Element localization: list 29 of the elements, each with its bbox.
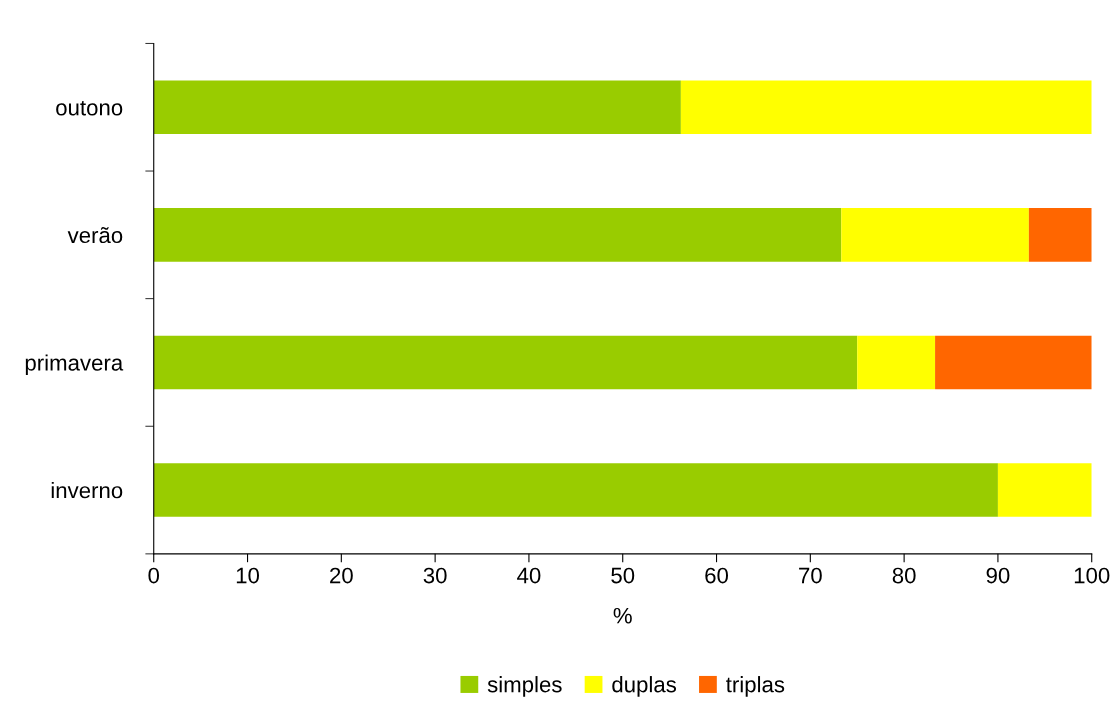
y-tick-label: verão xyxy=(67,226,123,244)
bar xyxy=(857,335,936,390)
x-tick-label: 20 xyxy=(330,567,353,584)
x-tick-label: 0 xyxy=(148,567,160,584)
bar xyxy=(153,80,681,135)
y-tick-label: inverno xyxy=(51,482,123,499)
y-tick-label: outono xyxy=(56,100,123,116)
x-tick-label: 60 xyxy=(705,567,729,584)
x-tick-label: 90 xyxy=(986,567,1010,584)
bar xyxy=(153,335,858,390)
x-tick-label: 10 xyxy=(236,567,260,584)
legend-label: duplas xyxy=(612,676,677,697)
legend-label: simples xyxy=(487,676,562,697)
bar xyxy=(841,208,1029,262)
x-axis-title: % xyxy=(613,607,632,624)
x-tick-label: 50 xyxy=(611,567,635,584)
x-tick-label: 70 xyxy=(799,567,822,584)
bar xyxy=(680,80,1092,135)
y-tick-label: primavera xyxy=(25,354,124,376)
x-tick-label: 40 xyxy=(517,567,541,584)
x-tick-label: 100 xyxy=(1074,567,1110,584)
x-tick-label: 80 xyxy=(892,567,916,584)
x-tick-label: 30 xyxy=(423,567,447,584)
bar xyxy=(997,463,1092,517)
bar xyxy=(1028,208,1092,262)
legend-label: triplas xyxy=(726,676,785,697)
bar xyxy=(153,208,842,262)
bar xyxy=(153,463,998,517)
bar xyxy=(935,335,1092,390)
